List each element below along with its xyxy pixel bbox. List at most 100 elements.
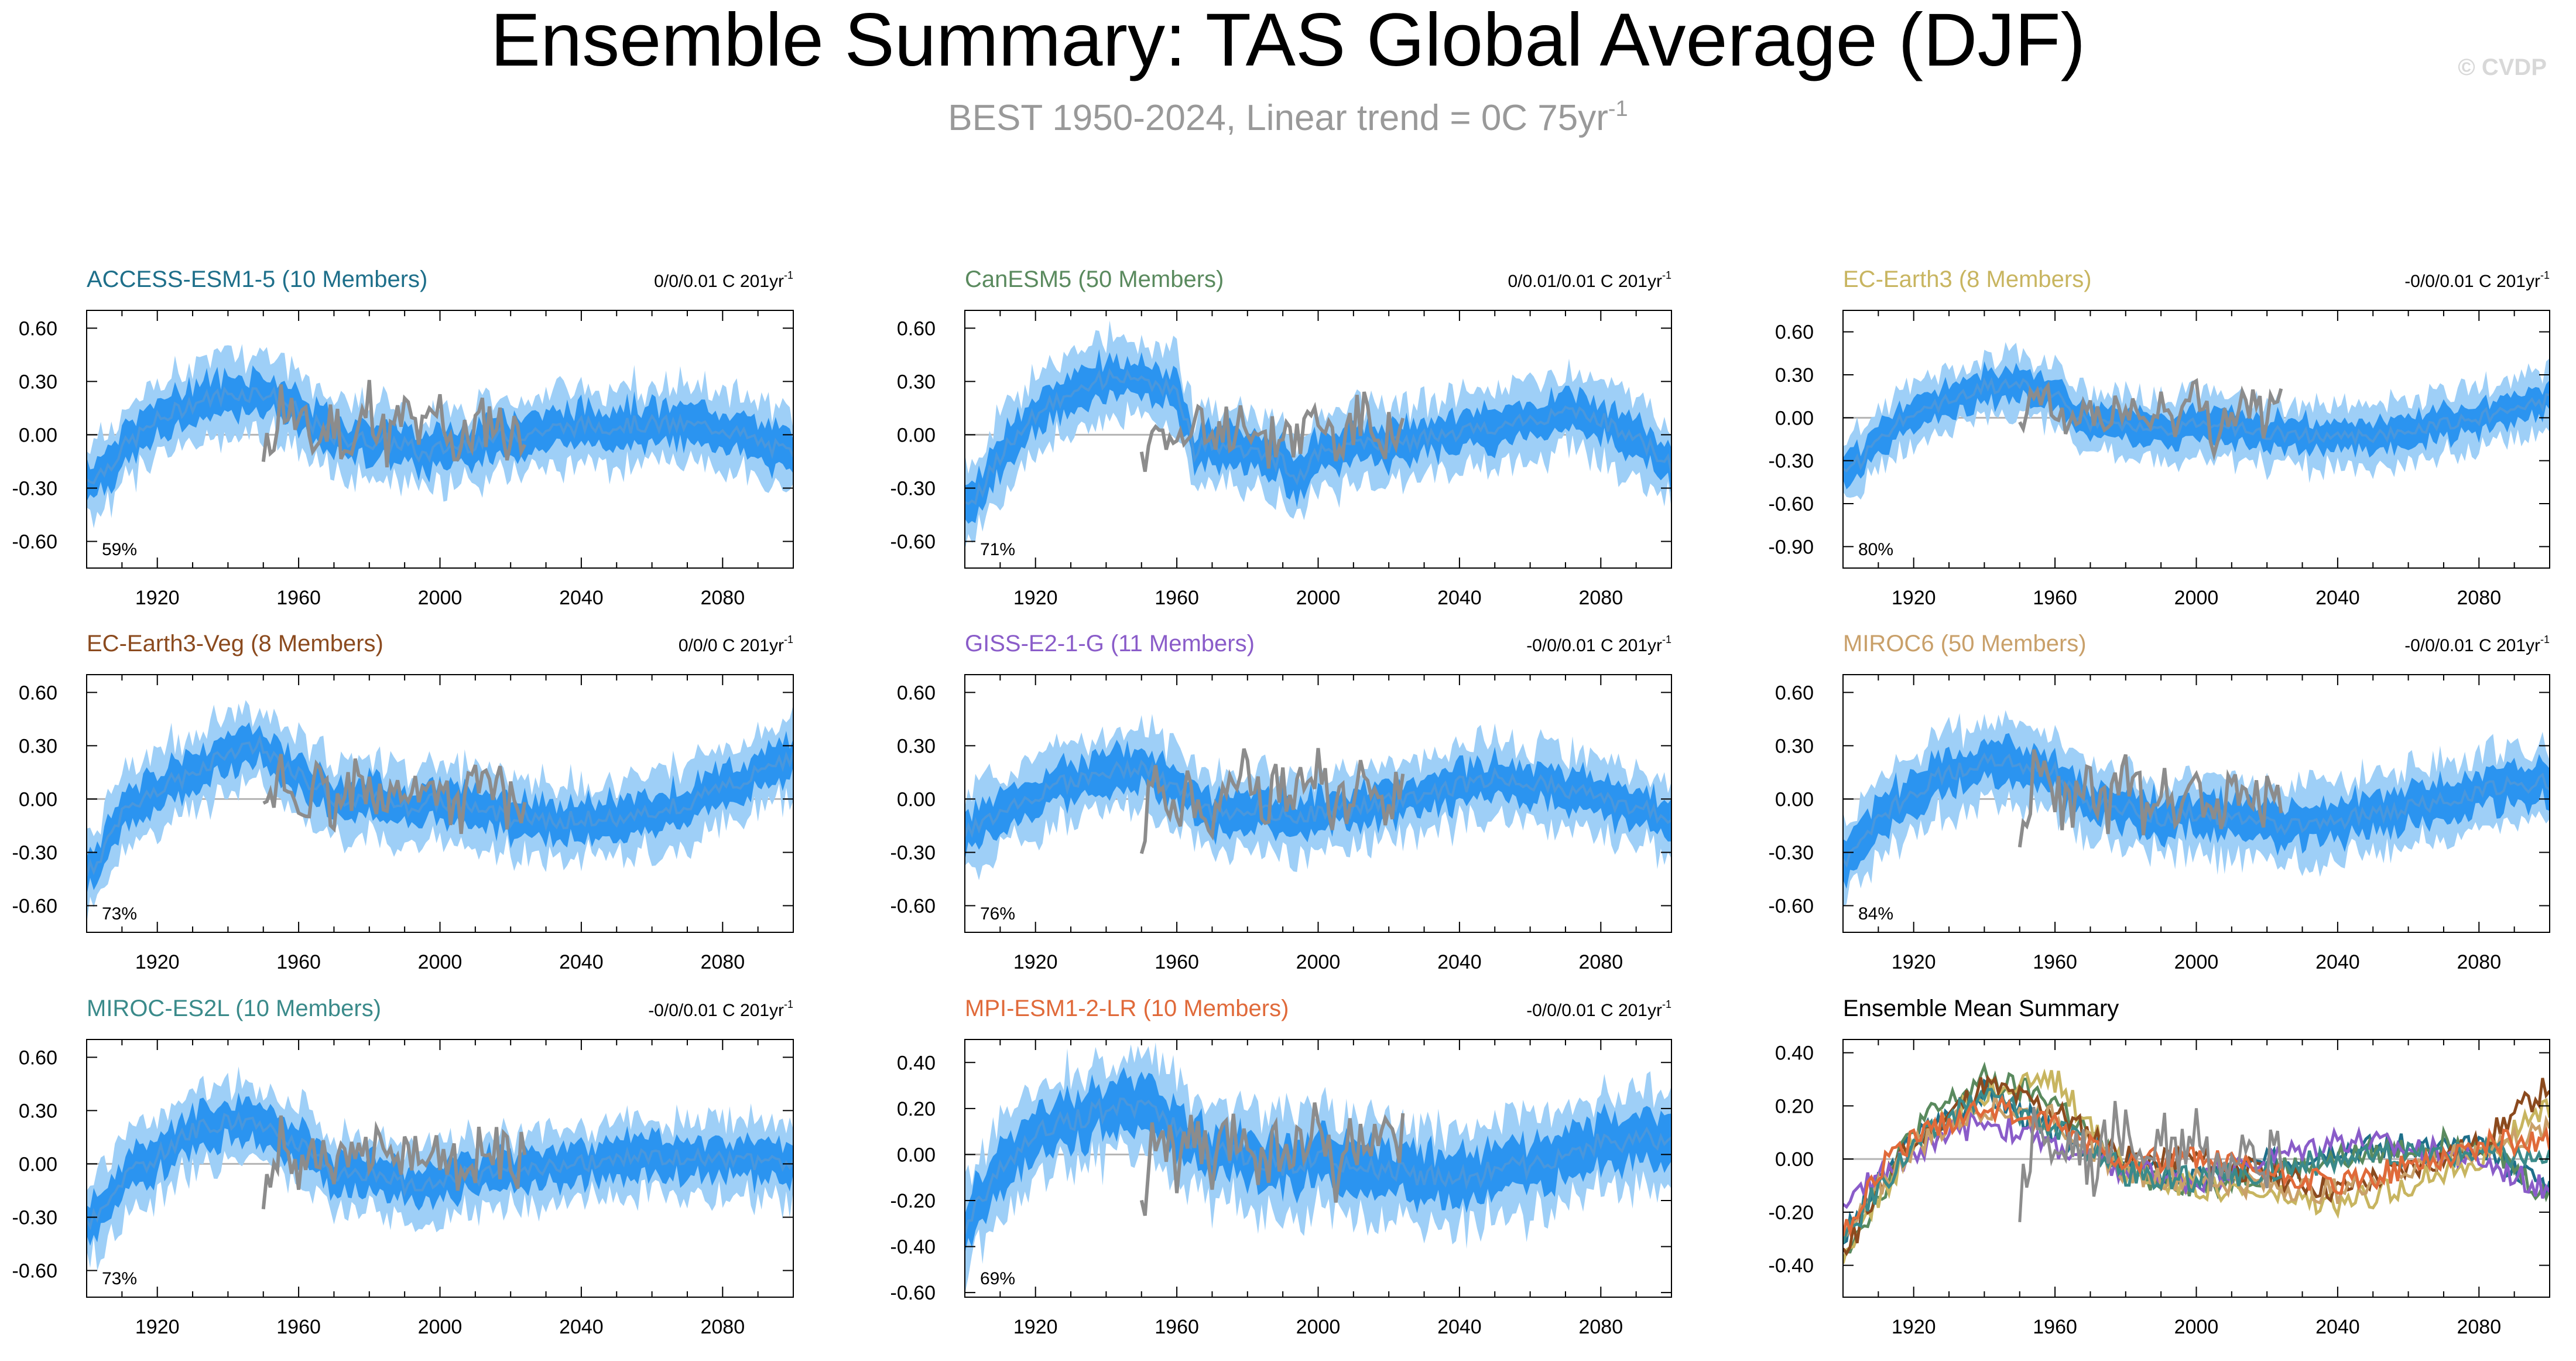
- x-tick-label: 1920: [1892, 587, 1936, 609]
- y-tick-label: 0.60: [1775, 682, 1814, 704]
- plot-area: [87, 700, 793, 924]
- y-tick-label: -0.60: [890, 895, 936, 917]
- plot-area: [965, 320, 1671, 550]
- x-tick-label: 1920: [1013, 951, 1058, 973]
- y-tick-label: -0.60: [890, 1282, 936, 1304]
- watermark: © CVDP: [2458, 54, 2547, 80]
- x-tick-label: 2000: [1296, 587, 1341, 609]
- x-tick-label: 1920: [1892, 951, 1936, 973]
- plot-area: [965, 1042, 1671, 1295]
- x-tick-label: 2080: [700, 587, 745, 609]
- figure-subtitle: BEST 1950-2024, Linear trend = 0C 75yr-1: [948, 97, 1628, 138]
- x-tick-label: 2000: [418, 587, 463, 609]
- y-tick-label: 0.60: [897, 682, 936, 704]
- x-tick-label: 2080: [1578, 1316, 1623, 1338]
- series-observations: [2018, 378, 2283, 461]
- y-tick-label: -0.30: [12, 842, 58, 864]
- y-tick-label: 0.20: [897, 1098, 936, 1120]
- x-tick-label: 2000: [2174, 951, 2219, 973]
- x-tick-label: 1920: [135, 1316, 180, 1338]
- panel-giss-e2-1-g-11-members: 1920 1960 2000 2040 2080 0.60 0.30 0.00 -0.30 -0.…: [890, 631, 1672, 973]
- panel-trend: -0/0/0.01 C 201yr-1: [648, 998, 793, 1020]
- x-tick-label: 2040: [1437, 587, 1482, 609]
- y-tick-label: 0.00: [897, 424, 936, 446]
- x-tick-label: 2000: [418, 951, 463, 973]
- y-tick-label: 0.00: [897, 1144, 936, 1166]
- plot-area: [87, 344, 793, 528]
- panel-trend-superscript: -1: [1662, 269, 1671, 281]
- panel-miroc6-50-members: 1920 1960 2000 2040 2080 0.60 0.30 0.00 -0.30 -0.…: [1769, 631, 2550, 973]
- x-tick-label: 2040: [559, 951, 604, 973]
- panel-trend: -0/0/0.01 C 201yr-1: [2404, 634, 2550, 655]
- spread-inner-range: [965, 349, 1671, 524]
- panel-percent: 73%: [102, 1269, 137, 1288]
- y-tick-label: -0.30: [890, 842, 936, 864]
- x-tick-label: 2040: [1437, 1316, 1482, 1338]
- plot-area: [965, 714, 1671, 880]
- x-tick-label: 2080: [2457, 1316, 2501, 1338]
- x-tick-label: 2040: [2315, 587, 2360, 609]
- x-tick-label: 2040: [2315, 951, 2360, 973]
- plot-area: [87, 1066, 793, 1271]
- panel-trend-value: -0/0/0.01 C 201yr: [1526, 1001, 1662, 1020]
- x-tick-label: 1960: [2033, 587, 2077, 609]
- y-tick-label: 0.40: [1775, 1042, 1814, 1065]
- y-tick-label: -0.30: [1769, 450, 1814, 473]
- panel-trend-value: 0/0/0 C 201yr: [679, 636, 784, 655]
- spread-inner-range: [87, 722, 793, 895]
- series-ensemble-mean: [965, 368, 1671, 505]
- figure-title: Ensemble Summary: TAS Global Average (DJ…: [491, 0, 2086, 82]
- y-tick-label: 0.30: [897, 735, 936, 757]
- x-tick-label: 1920: [135, 951, 180, 973]
- panel-percent: 71%: [980, 540, 1015, 559]
- panel-percent: 59%: [102, 540, 137, 559]
- panel-trend-value: -0/0/0.01 C 201yr: [2404, 636, 2540, 655]
- x-tick-label: 2000: [1296, 1316, 1341, 1338]
- panel-trend: -0/0/0.01 C 201yr-1: [2404, 269, 2550, 291]
- figure-subtitle-superscript: -1: [1608, 97, 1628, 121]
- panel-title: Ensemble Mean Summary: [1843, 996, 2119, 1021]
- x-tick-label: 2040: [1437, 951, 1482, 973]
- panel-trend-value: 0/0/0.01 C 201yr: [654, 272, 784, 291]
- panel-trend-superscript: -1: [1662, 998, 1671, 1010]
- panel-title: MPI-ESM1-2-LR (10 Members): [965, 996, 1289, 1021]
- x-tick-label: 1960: [276, 951, 321, 973]
- y-tick-label: -0.60: [890, 531, 936, 553]
- panel-canesm5-50-members: 1920 1960 2000 2040 2080 0.60 0.30 0.00 -0.30 -0.…: [890, 266, 1672, 609]
- y-tick-label: 0.30: [897, 371, 936, 393]
- y-tick-label: 0.20: [1775, 1095, 1814, 1117]
- x-tick-label: 2000: [2174, 1316, 2219, 1338]
- series-ensemble-mean: [87, 734, 793, 877]
- panel-trend-superscript: -1: [784, 269, 793, 281]
- panel-title: EC-Earth3-Veg (8 Members): [87, 631, 383, 656]
- y-tick-label: 0.60: [19, 682, 57, 704]
- y-tick-label: 0.40: [897, 1052, 936, 1074]
- panel-trend: -0/0/0.01 C 201yr-1: [1526, 634, 1671, 655]
- spread-inner-range: [1843, 733, 2550, 889]
- panel-trend-superscript: -1: [2540, 269, 2550, 281]
- panel-title: ACCESS-ESM1-5 (10 Members): [87, 266, 427, 292]
- x-tick-label: 1920: [1013, 1316, 1058, 1338]
- x-tick-label: 1960: [1155, 587, 1199, 609]
- y-tick-label: -0.60: [12, 531, 58, 553]
- x-tick-label: 1960: [1155, 1316, 1199, 1338]
- y-tick-label: 0.60: [1775, 322, 1814, 344]
- panel-trend-superscript: -1: [1662, 634, 1671, 645]
- y-tick-label: 0.60: [19, 1047, 57, 1069]
- x-tick-label: 2080: [2457, 951, 2501, 973]
- series-observations: [1139, 748, 1405, 854]
- y-tick-label: 0.00: [19, 1153, 57, 1175]
- y-tick-label: 0.00: [19, 788, 57, 811]
- panel-percent: 84%: [1858, 904, 1893, 924]
- x-tick-label: 1960: [2033, 1316, 2077, 1338]
- panel-ensemble-mean-summary: 1920 1960 2000 2040 2080 0.40 0.20 0.00 -0.20 -0.…: [1769, 996, 2550, 1338]
- y-tick-label: 0.00: [1775, 788, 1814, 811]
- y-tick-label: 0.00: [19, 424, 57, 446]
- x-tick-label: 2000: [2174, 587, 2219, 609]
- panel-trend-value: -0/0/0.01 C 201yr: [648, 1001, 784, 1020]
- panel-trend-value: 0/0.01/0.01 C 201yr: [1508, 272, 1662, 291]
- panel-ec-earth3-veg-8-members: 1920 1960 2000 2040 2080 0.60 0.30 0.00 -0.30 -0.…: [12, 631, 794, 973]
- series-ensemble-mean: [87, 1111, 793, 1230]
- y-tick-label: 0.60: [19, 317, 57, 340]
